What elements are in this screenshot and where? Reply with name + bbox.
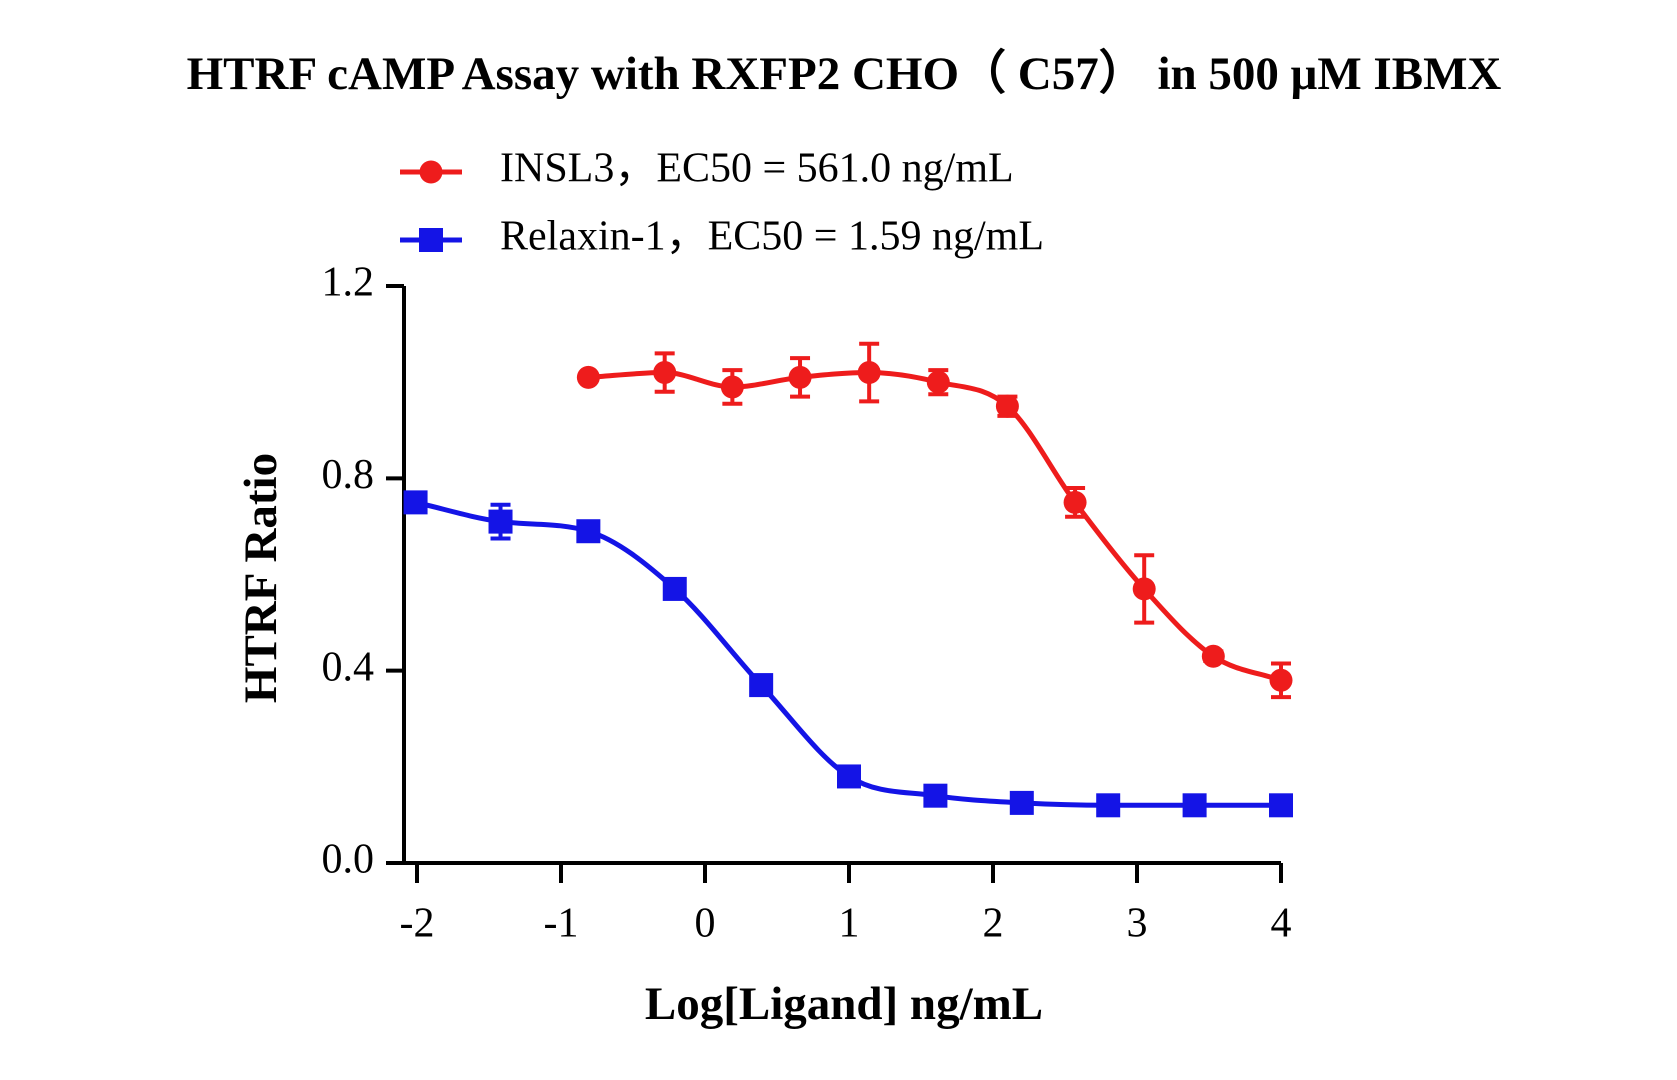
y-tick-label: 0.4 [322, 644, 375, 690]
y-axis-label: HTRF Ratio [235, 453, 287, 703]
data-point [1096, 793, 1121, 818]
legend-marker [419, 160, 443, 184]
data-point [1009, 790, 1034, 815]
data-point [857, 361, 881, 385]
data-point [720, 375, 744, 399]
fit-line [588, 370, 1282, 683]
data-point [1132, 577, 1156, 601]
y-tick-label: 0.0 [322, 837, 375, 883]
x-tick-label: 1 [839, 901, 860, 947]
data-point [837, 764, 861, 789]
data-point [1182, 793, 1207, 818]
data-point [488, 509, 513, 534]
x-tick-label: -1 [544, 901, 579, 947]
data-point [749, 673, 774, 698]
data-point [1201, 644, 1225, 668]
data-point [576, 519, 601, 544]
data-point [1269, 668, 1293, 692]
data-point [662, 576, 687, 601]
x-axis-label: Log[Ligand] ng/mL [645, 978, 1043, 1030]
x-tick-label: 4 [1271, 901, 1292, 947]
x-tick-label: 0 [695, 901, 716, 947]
x-tick-label: -2 [400, 901, 435, 947]
y-tick-label: 0.8 [322, 452, 375, 498]
data-point [923, 783, 948, 808]
legend-label: Relaxin-1，EC50 = 1.59 ng/mL [500, 214, 1044, 260]
legend-label: INSL3，EC50 = 561.0 ng/mL [500, 146, 1014, 192]
data-point [1269, 793, 1293, 818]
data-point [788, 365, 812, 389]
data-point [926, 370, 950, 394]
legend-marker [419, 228, 443, 252]
data-point [576, 365, 600, 389]
x-tick-label: 2 [983, 901, 1004, 947]
data-point [403, 490, 428, 515]
data-point [995, 394, 1019, 418]
fit-line [415, 499, 1281, 808]
chart-title: HTRF cAMP Assay with RXFP2 CHO（ C57） in … [187, 48, 1502, 100]
y-tick-label: 1.2 [322, 260, 375, 306]
x-tick-label: 3 [1127, 901, 1148, 947]
data-point [1063, 490, 1087, 514]
data-point [653, 361, 677, 385]
